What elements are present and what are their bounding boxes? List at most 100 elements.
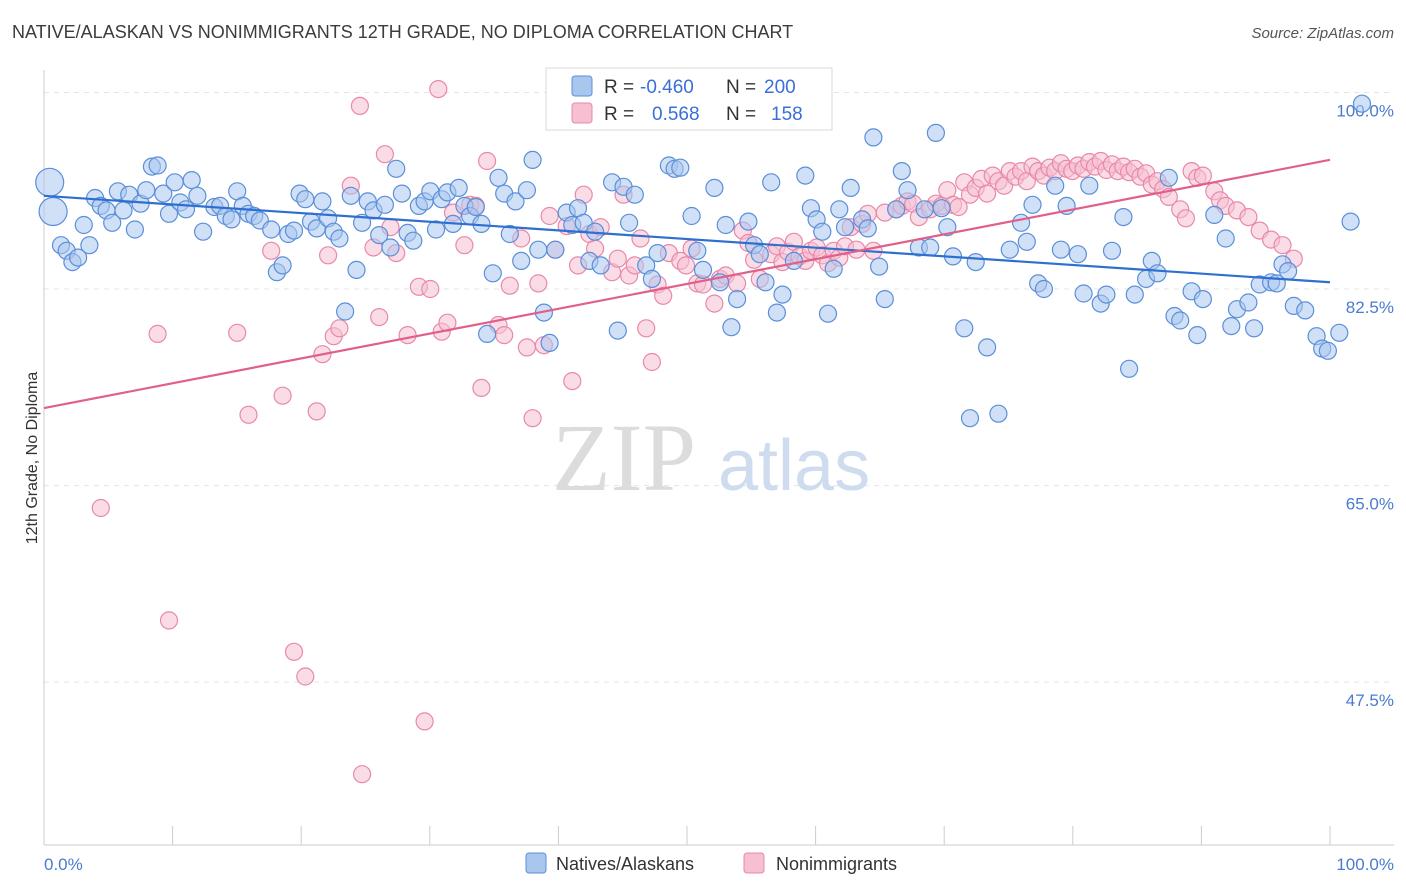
watermark-atlas: atlas — [718, 426, 870, 506]
natives-point — [1034, 279, 1054, 299]
natives-point — [1023, 195, 1042, 214]
natives-point — [546, 240, 565, 259]
nonimmigrants-point — [421, 279, 440, 299]
nonimmigrants-point — [517, 338, 537, 357]
natives-point — [489, 168, 508, 187]
natives-point — [1017, 232, 1036, 251]
natives-point — [222, 210, 241, 229]
natives-point — [1296, 301, 1315, 320]
nonimmigrants-point — [500, 276, 519, 295]
natives-point — [1216, 229, 1235, 248]
natives-point — [977, 338, 997, 357]
nonimmigrants-point — [523, 409, 542, 428]
nonimmigrants-point — [370, 308, 389, 327]
natives-point — [824, 259, 843, 278]
natives-point — [966, 253, 985, 272]
natives-point — [892, 162, 911, 181]
natives-point — [1318, 341, 1338, 360]
nonimmigrants-point — [631, 229, 650, 248]
natives-point — [1222, 317, 1241, 336]
legend-swatch-pink — [571, 102, 593, 124]
nonimmigrants-point — [472, 378, 491, 397]
natives-point — [313, 192, 332, 211]
nonimmigrants-point — [415, 712, 434, 731]
legend-n-value-1: 200 — [764, 77, 796, 98]
legend-box — [545, 67, 833, 131]
nonimmigrants-point — [239, 405, 258, 424]
bottom-legend-nonimmigrants: Nonimmigrants — [776, 854, 897, 874]
y-axis-label: 12th Grade, No Diploma — [24, 372, 41, 545]
nonimmigrants-point — [705, 294, 724, 313]
natives-point — [182, 171, 201, 190]
y-tick-label: 47.5% — [1346, 691, 1394, 710]
natives-point — [1341, 212, 1360, 231]
nonimmigrants-point — [307, 402, 326, 421]
natives-point — [739, 212, 758, 231]
natives-point — [642, 269, 662, 288]
natives-point — [478, 324, 497, 343]
natives-point — [1000, 240, 1019, 259]
natives-point — [426, 220, 446, 239]
nonimmigrants-point — [398, 326, 417, 345]
natives-point — [784, 251, 804, 270]
natives-point — [176, 200, 196, 219]
legend-n-value-2: 158 — [771, 104, 803, 125]
natives-point — [74, 215, 93, 235]
natives-point — [523, 150, 542, 169]
x-tick-label-max: 100.0% — [1336, 855, 1394, 874]
natives-point — [392, 184, 411, 203]
natives-point — [1080, 176, 1099, 195]
nonimmigrants-point — [637, 319, 656, 338]
natives-point — [591, 256, 610, 275]
nonimmigrants-point — [608, 249, 627, 268]
natives-point — [1051, 240, 1071, 259]
natives-point — [705, 178, 724, 197]
chart-source: Source: ZipAtlas.com — [1251, 25, 1394, 42]
legend-r-label-2: R = — [604, 104, 634, 125]
y-tick-label: 82.5% — [1346, 298, 1394, 317]
nonimmigrants-point — [455, 236, 474, 255]
nonimmigrants-point — [375, 145, 394, 164]
watermark-zip: ZIP — [552, 404, 696, 511]
legend-swatch-blue — [571, 75, 593, 97]
nonimmigrants-point — [1239, 208, 1258, 227]
natives-point — [608, 321, 627, 340]
legend-r-label-1: R = — [604, 77, 634, 98]
nonimmigrants-point — [284, 642, 304, 661]
nonimmigrants-point — [350, 96, 369, 116]
top-legend: R = -0.460 N = 200 R = 0.568 N = 158 — [545, 67, 833, 131]
natives-point — [483, 264, 502, 283]
nonimmigrants-point — [262, 241, 281, 260]
natives-point — [750, 245, 769, 264]
natives-point — [1171, 311, 1190, 330]
natives-point — [466, 197, 485, 217]
natives-point — [80, 236, 99, 255]
natives-point — [960, 409, 980, 428]
natives-point — [1159, 168, 1178, 187]
nonimmigrants-point — [478, 151, 497, 171]
natives-point — [915, 200, 934, 219]
nonimmigrants-point — [529, 274, 548, 293]
natives-point — [341, 186, 360, 205]
y-tick-labels: 47.5%65.0%82.5%100.0% — [1336, 101, 1394, 710]
legend-r-value-2: 0.568 — [652, 104, 700, 125]
natives-point — [1068, 245, 1088, 264]
bottom-legend-natives: Natives/Alaskans — [556, 854, 694, 874]
natives-point — [449, 178, 468, 197]
bottom-legend-swatch-blue — [525, 852, 547, 874]
nonimmigrants-point — [977, 184, 997, 203]
natives-point — [375, 195, 394, 214]
natives-point — [330, 229, 349, 248]
natives-point — [404, 231, 423, 250]
nonimmigrants-point — [1193, 166, 1213, 185]
natives-point — [148, 156, 167, 175]
natives-point — [114, 201, 133, 220]
nonimmigrants-point — [330, 319, 349, 338]
legend-n-label-1: N = — [726, 77, 756, 98]
bottom-legend-swatch-pink — [743, 852, 765, 874]
x-tick-label-min: 0.0% — [44, 855, 83, 874]
natives-point — [716, 215, 735, 235]
natives-point — [35, 167, 65, 197]
natives-point — [887, 200, 906, 219]
natives-point — [506, 192, 525, 211]
